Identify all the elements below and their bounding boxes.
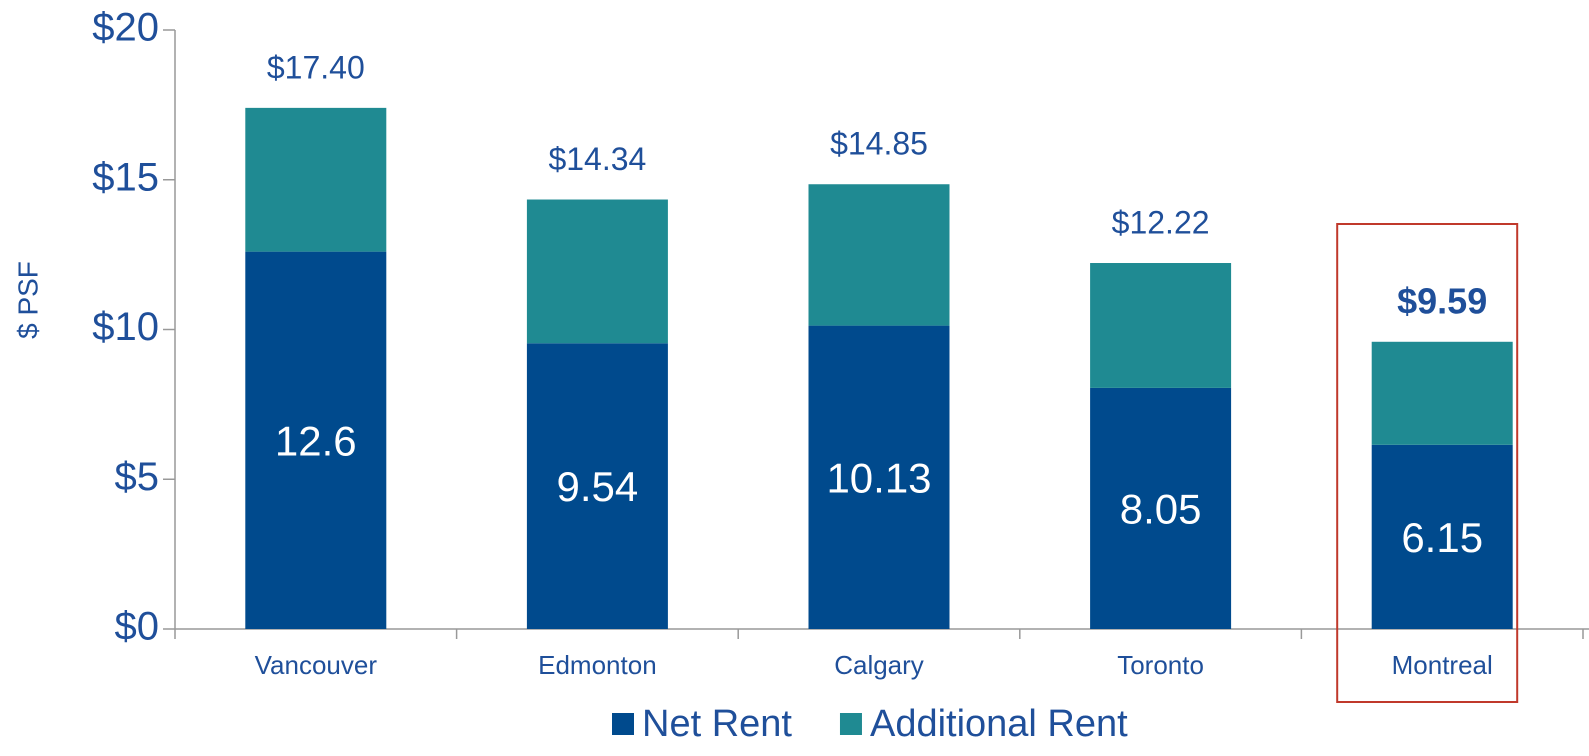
data-label: 6.15	[1401, 514, 1483, 561]
x-tick-label: Vancouver	[255, 650, 378, 680]
data-label: 9.54	[557, 463, 639, 510]
highlight-box	[1336, 223, 1519, 703]
total-label: $12.22	[1112, 204, 1210, 240]
total-label: $17.40	[267, 49, 365, 85]
data-label: 10.13	[826, 454, 931, 501]
y-tick-label: $5	[115, 455, 160, 499]
legend-label: Net Rent	[642, 703, 792, 745]
total-label: $14.85	[830, 126, 928, 162]
bar-segment	[245, 107, 387, 252]
y-tick-label: $10	[92, 305, 159, 349]
bar-segment	[1371, 341, 1513, 445]
total-label: $9.59	[1397, 280, 1487, 321]
x-tick-label: Calgary	[834, 650, 924, 680]
bar-segment	[808, 325, 950, 629]
y-tick-label: $0	[115, 605, 160, 649]
legend-label: Additional Rent	[870, 703, 1128, 745]
bar-segment	[1090, 263, 1232, 388]
total-label: $14.34	[548, 141, 646, 177]
y-tick-label: $15	[92, 155, 159, 199]
x-tick-label: Toronto	[1117, 650, 1204, 680]
y-tick-label: $20	[92, 6, 159, 50]
bar-segment	[526, 199, 668, 344]
data-label: 8.05	[1120, 486, 1202, 533]
legend-swatch	[612, 713, 634, 735]
x-tick-label: Montreal	[1392, 650, 1493, 680]
y-axis-label: $ PSF	[12, 261, 43, 339]
bar-segment	[808, 184, 950, 326]
bar-segment	[526, 343, 668, 629]
bar-segment	[1090, 387, 1232, 629]
bar-segment	[245, 251, 387, 629]
x-tick-label: Edmonton	[538, 650, 657, 680]
legend-swatch	[839, 713, 862, 735]
data-label: 12.6	[275, 417, 357, 464]
bar-segment	[1371, 444, 1513, 629]
